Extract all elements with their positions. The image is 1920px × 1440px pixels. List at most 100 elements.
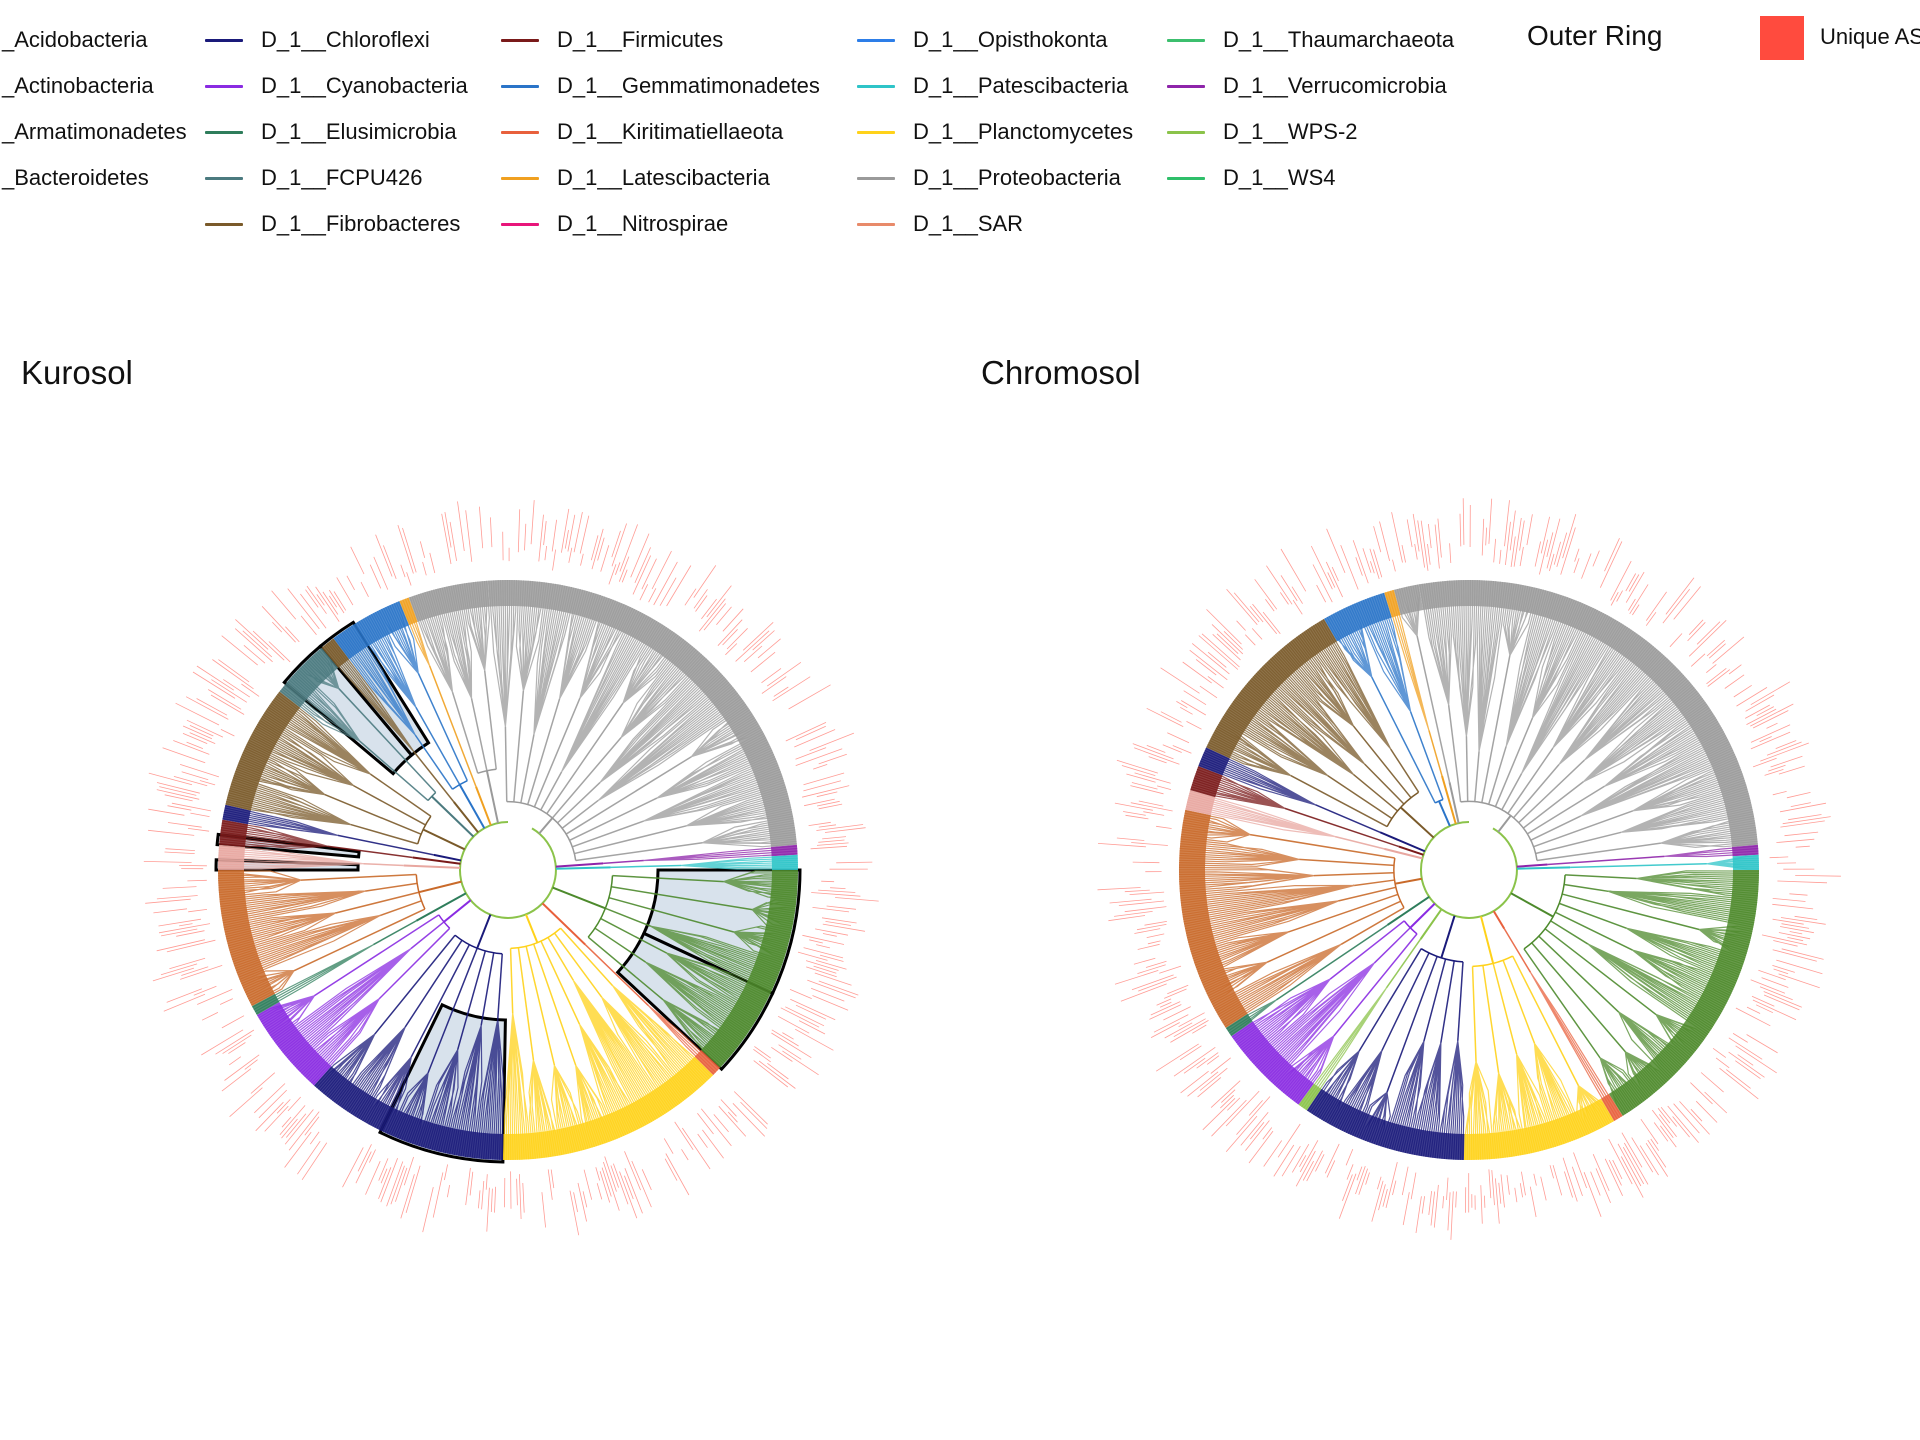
tip-branches bbox=[1583, 659, 1689, 761]
clade-d-1-planctomycetes bbox=[502, 914, 714, 1161]
tip-band bbox=[1206, 618, 1337, 759]
clade-d-1-proteobacteria bbox=[1418, 579, 1758, 862]
branch bbox=[338, 688, 437, 793]
branch bbox=[560, 927, 614, 987]
tip-band bbox=[1393, 584, 1424, 615]
branch-arc bbox=[438, 914, 451, 929]
branch bbox=[1353, 773, 1399, 812]
tip-branches bbox=[1178, 838, 1300, 867]
tip-branches bbox=[578, 1023, 643, 1139]
legend-line-swatch bbox=[857, 131, 895, 134]
branch bbox=[575, 842, 703, 862]
branch bbox=[324, 793, 422, 835]
tip-branches bbox=[643, 758, 786, 822]
tip-band bbox=[1225, 1013, 1253, 1037]
branch-arc bbox=[1472, 955, 1514, 968]
branch bbox=[415, 706, 461, 785]
tip-branches bbox=[219, 820, 328, 850]
clade-d-1-proteobacteria bbox=[408, 580, 499, 824]
branch bbox=[1448, 782, 1460, 824]
branch bbox=[612, 874, 724, 883]
branch bbox=[1497, 814, 1512, 833]
clade--acidobacteria bbox=[1185, 790, 1423, 860]
branch bbox=[553, 932, 603, 998]
branch bbox=[1384, 847, 1423, 860]
unique-asv-swatch bbox=[1760, 16, 1804, 60]
tip-band bbox=[1231, 1021, 1314, 1105]
branch bbox=[1526, 785, 1605, 835]
branch bbox=[533, 697, 581, 808]
branch bbox=[1390, 748, 1420, 793]
branch bbox=[443, 899, 472, 923]
legend-label: D_1__FCPU426 bbox=[261, 165, 423, 190]
branch bbox=[1373, 927, 1411, 964]
branch bbox=[569, 797, 658, 841]
tip-band bbox=[218, 844, 245, 870]
legend-line-swatch bbox=[205, 177, 243, 180]
branch bbox=[314, 914, 440, 997]
clade-d-1-kiritimatiellaeota bbox=[541, 902, 721, 1076]
tip-band bbox=[1601, 1093, 1623, 1122]
tip-branches bbox=[561, 608, 660, 773]
tip-branches bbox=[225, 774, 352, 826]
tip-branches bbox=[644, 961, 758, 1044]
clade-d-1-fibrobacteres bbox=[225, 691, 466, 851]
tree-backbone bbox=[1426, 827, 1518, 919]
clade-d-1-proteobacteria bbox=[487, 579, 797, 862]
tip-branches bbox=[1185, 790, 1336, 838]
clade-d-1-chloroflexi bbox=[314, 914, 505, 1160]
tip-band bbox=[1178, 809, 1248, 1028]
clade-d-1-chloroflexi bbox=[1198, 747, 1426, 853]
tip-branches bbox=[686, 786, 793, 827]
branch bbox=[428, 665, 477, 788]
legend-label: D_1__Firmicutes bbox=[557, 27, 724, 52]
clade-d-1-verrucomicrobia bbox=[555, 844, 798, 868]
branch-arc bbox=[587, 875, 614, 938]
tip-branches bbox=[1583, 681, 1708, 783]
tip-branches bbox=[1299, 987, 1387, 1111]
branch bbox=[373, 920, 417, 946]
branch-arc bbox=[506, 800, 577, 861]
clade--actinobacteria bbox=[217, 870, 462, 1007]
branch bbox=[353, 784, 426, 826]
tip-band bbox=[694, 1050, 721, 1076]
tip-band bbox=[333, 601, 410, 660]
branch bbox=[1533, 810, 1634, 848]
tip-branches bbox=[647, 1004, 720, 1075]
tip-band bbox=[502, 1056, 714, 1161]
branch bbox=[1531, 942, 1626, 1053]
tip-branches bbox=[665, 952, 772, 1018]
tip-branches bbox=[601, 996, 692, 1112]
tip-branches bbox=[1178, 866, 1315, 895]
tip-branches bbox=[1251, 962, 1375, 1085]
clade-d-1-cyanobacteria bbox=[1231, 902, 1436, 1105]
branch bbox=[300, 873, 417, 881]
branch bbox=[1284, 807, 1400, 848]
legend-line-swatch bbox=[205, 131, 243, 134]
branch bbox=[293, 908, 426, 972]
branch bbox=[413, 751, 455, 803]
clade-d-1-latescibacteria bbox=[1384, 589, 1457, 825]
branch bbox=[1381, 952, 1430, 1051]
tip-branches bbox=[1236, 674, 1355, 776]
branch bbox=[527, 698, 561, 805]
legend-label: D_1__Cyanobacteria bbox=[261, 73, 468, 98]
tip-branches bbox=[461, 580, 491, 671]
legend-line-swatch bbox=[501, 85, 539, 88]
tip-band bbox=[314, 1066, 504, 1160]
tip-branches bbox=[1552, 623, 1646, 749]
legend-line-swatch bbox=[205, 85, 243, 88]
branch bbox=[1536, 842, 1661, 862]
legend-label: D_1__Chloroflexi bbox=[261, 27, 430, 52]
branch bbox=[1481, 655, 1511, 803]
tip-band bbox=[701, 870, 798, 1068]
tip-branches bbox=[488, 579, 518, 727]
branch bbox=[456, 950, 487, 1050]
tip-branches bbox=[533, 582, 577, 735]
branch bbox=[1290, 774, 1388, 828]
branch bbox=[1338, 886, 1396, 902]
legend-label: D_1__Elusimicrobia bbox=[261, 119, 457, 144]
tip-band bbox=[399, 597, 418, 626]
tip-branches bbox=[1255, 653, 1366, 765]
legend-label: D_1__WPS-2 bbox=[1223, 119, 1358, 144]
